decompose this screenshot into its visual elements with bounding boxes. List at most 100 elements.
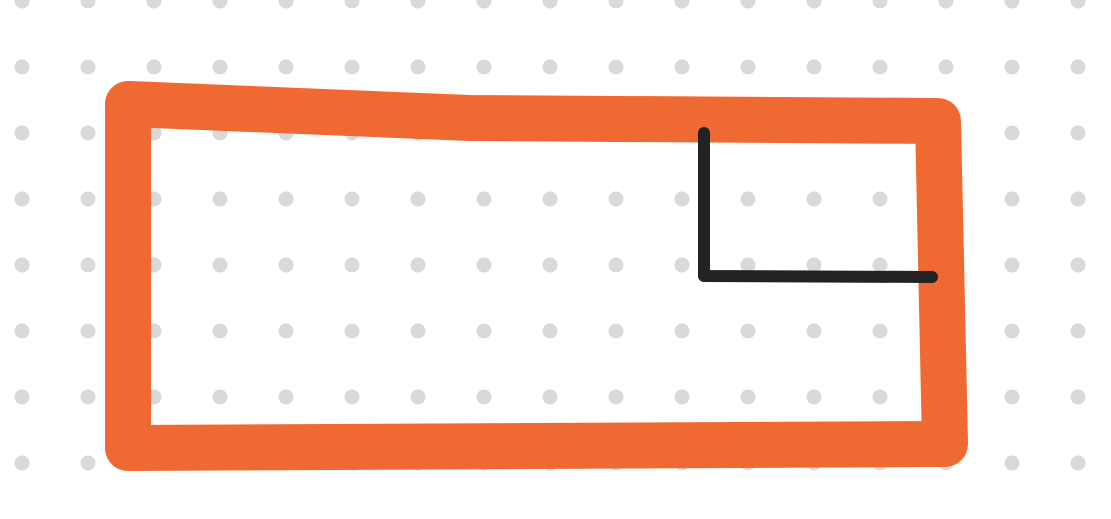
grid-dot bbox=[608, 191, 624, 207]
grid-dot bbox=[80, 389, 96, 405]
grid-dot bbox=[938, 59, 954, 75]
grid-dot bbox=[938, 0, 954, 9]
grid-dot bbox=[80, 455, 96, 471]
grid-dot bbox=[476, 59, 492, 75]
grid-dot bbox=[608, 389, 624, 405]
grid-dot bbox=[872, 389, 888, 405]
grid-dot bbox=[278, 191, 294, 207]
grid-dot bbox=[476, 191, 492, 207]
grid-dot bbox=[80, 257, 96, 273]
grid-dot bbox=[542, 323, 558, 339]
grid-dot bbox=[1070, 0, 1086, 9]
grid-dot bbox=[542, 191, 558, 207]
grid-dot bbox=[1004, 0, 1020, 9]
grid-dot bbox=[14, 257, 30, 273]
grid-dot bbox=[410, 191, 426, 207]
grid-dot bbox=[14, 191, 30, 207]
grid-dot bbox=[14, 125, 30, 141]
grid-dot bbox=[344, 323, 360, 339]
grid-dot bbox=[806, 191, 822, 207]
grid-dot bbox=[872, 257, 888, 273]
grid-dot bbox=[608, 323, 624, 339]
grid-dot bbox=[872, 323, 888, 339]
grid-dot bbox=[1004, 59, 1020, 75]
grid-dot bbox=[410, 59, 426, 75]
grid-dot bbox=[410, 389, 426, 405]
grid-dot bbox=[740, 323, 756, 339]
grid-dot bbox=[674, 191, 690, 207]
grid-dot bbox=[80, 0, 96, 9]
grid-dot bbox=[146, 59, 162, 75]
grid-dot bbox=[806, 389, 822, 405]
grid-dot bbox=[212, 257, 228, 273]
grid-dot bbox=[344, 0, 360, 9]
grid-dot bbox=[14, 389, 30, 405]
grid-dot bbox=[212, 0, 228, 9]
grid-dot bbox=[1004, 125, 1020, 141]
grid-dot bbox=[1004, 191, 1020, 207]
grid-dot bbox=[212, 191, 228, 207]
grid-dot bbox=[872, 191, 888, 207]
grid-dot bbox=[212, 323, 228, 339]
grid-dot bbox=[80, 59, 96, 75]
grid-dot bbox=[1070, 455, 1086, 471]
grid-dot bbox=[476, 323, 492, 339]
grid-dot bbox=[674, 0, 690, 9]
grid-dot bbox=[278, 389, 294, 405]
grid-dot bbox=[14, 455, 30, 471]
grid-dot bbox=[278, 59, 294, 75]
grid-dot bbox=[806, 323, 822, 339]
grid-dot bbox=[1004, 455, 1020, 471]
grid-dot bbox=[542, 59, 558, 75]
grid-dot bbox=[212, 59, 228, 75]
grid-dot bbox=[80, 191, 96, 207]
grid-dot bbox=[608, 257, 624, 273]
grid-dot bbox=[212, 389, 228, 405]
grid-dot bbox=[542, 0, 558, 9]
grid-dot bbox=[278, 323, 294, 339]
grid-dot bbox=[674, 323, 690, 339]
grid-dot bbox=[1070, 257, 1086, 273]
grid-dot bbox=[872, 0, 888, 9]
grid-dot bbox=[476, 389, 492, 405]
grid-dot bbox=[740, 191, 756, 207]
grid-dot bbox=[344, 257, 360, 273]
grid-dot bbox=[1070, 323, 1086, 339]
black-corner-stroke[interactable] bbox=[698, 127, 938, 283]
grid-dot bbox=[14, 59, 30, 75]
grid-dot bbox=[278, 0, 294, 9]
grid-dot bbox=[410, 323, 426, 339]
grid-dot bbox=[344, 59, 360, 75]
grid-dot bbox=[1004, 389, 1020, 405]
grid-dot bbox=[740, 59, 756, 75]
grid-dot bbox=[14, 323, 30, 339]
grid-dot bbox=[476, 0, 492, 9]
grid-dot bbox=[542, 257, 558, 273]
grid-dot bbox=[410, 0, 426, 9]
grid-dot bbox=[740, 257, 756, 273]
grid-dot bbox=[608, 59, 624, 75]
grid-dot bbox=[146, 0, 162, 9]
grid-dot bbox=[278, 257, 294, 273]
grid-dot bbox=[1004, 323, 1020, 339]
grid-dot bbox=[806, 257, 822, 273]
grid-dot bbox=[674, 389, 690, 405]
grid-dot bbox=[14, 0, 30, 9]
grid-dot bbox=[674, 59, 690, 75]
grid-dot bbox=[740, 0, 756, 9]
grid-dot bbox=[806, 0, 822, 9]
grid-dot bbox=[80, 125, 96, 141]
grid-dot bbox=[1070, 191, 1086, 207]
grid-dot bbox=[674, 257, 690, 273]
grid-dot bbox=[1070, 389, 1086, 405]
grid-dot bbox=[740, 389, 756, 405]
grid-dot bbox=[1070, 59, 1086, 75]
grid-dot bbox=[806, 59, 822, 75]
grid-dot bbox=[344, 389, 360, 405]
grid-dot bbox=[344, 191, 360, 207]
grid-dot bbox=[476, 257, 492, 273]
orange-outline-stroke[interactable] bbox=[105, 81, 968, 471]
grid-dot bbox=[608, 0, 624, 9]
